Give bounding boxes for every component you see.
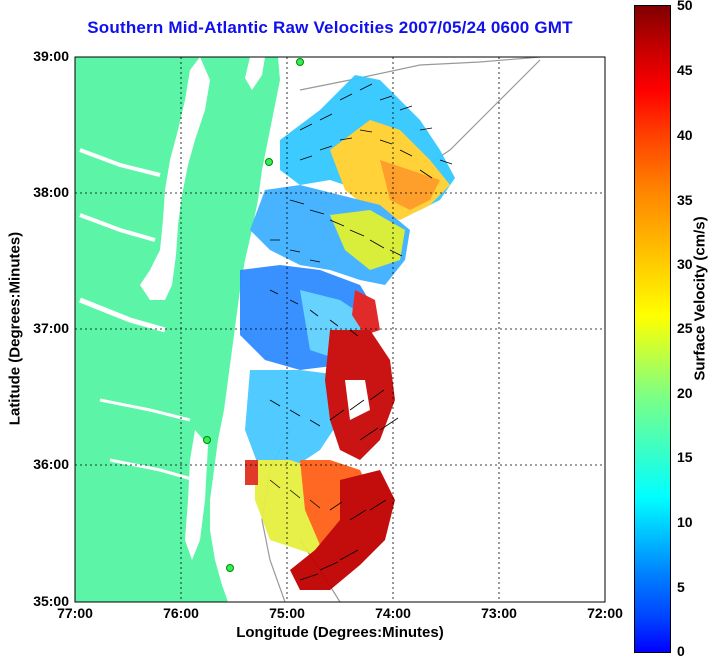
colorbar-tick-label: 30 [677,256,693,272]
river-3 [79,297,166,333]
bathymetry-contour-1 [299,57,541,91]
lat-tick-label: 37:00 [33,320,69,336]
colorbar-tick-label: 25 [677,320,693,336]
map-title: Southern Mid-Atlantic Raw Velocities 200… [87,18,573,37]
delaware-bay [245,57,265,90]
grid-lines [75,57,605,602]
station-marker [203,436,211,444]
lat-tick-label: 38:00 [33,184,69,200]
colorbar-tick-label: 0 [677,643,685,659]
station-marker [226,564,234,572]
velocity-arrows [269,83,453,581]
colorbar-tick-label: 5 [677,579,685,595]
lon-tick-label: 77:00 [57,605,93,621]
colorbar-tick-label: 10 [677,514,693,530]
colorbar-tick-label: 50 [677,0,693,13]
lon-tick-label: 76:00 [163,605,199,621]
colorbar-tick-label: 35 [677,192,693,208]
pamlico-sound [185,430,208,560]
y-axis-label: Latitude (Degrees:Minutes) [6,231,24,426]
lon-tick-label: 75:00 [269,605,305,621]
colorbar-tick-label: 15 [677,449,693,465]
station-marker [265,158,273,166]
velocity-field [240,75,455,590]
lon-tick-label: 73:00 [481,605,517,621]
colorbar [634,5,671,653]
lon-tick-label: 74:00 [375,605,411,621]
river-2 [79,213,156,242]
colorbar-tick-label: 40 [677,127,693,143]
lat-tick-label: 39:00 [33,48,69,64]
plot-frame [74,56,606,603]
colorbar-tick-label: 45 [677,62,693,78]
radar-stations [203,58,304,572]
lon-tick-label: 72:00 [587,605,623,621]
river-1 [79,148,161,177]
chesapeake-bay [140,57,210,300]
colorbar-tick-label: 20 [677,385,693,401]
river-4 [99,398,191,422]
station-marker [296,58,304,66]
colorbar-label: Surface Velocity (cm/s) [691,216,709,381]
x-axis-label: Longitude (Degrees:Minutes) [236,624,444,641]
lat-tick-label: 35:00 [33,593,69,609]
lat-tick-label: 36:00 [33,456,69,472]
river-5 [109,458,196,482]
